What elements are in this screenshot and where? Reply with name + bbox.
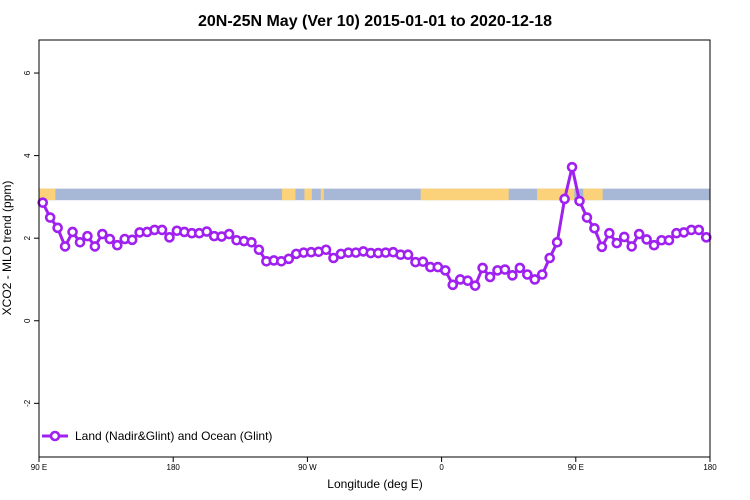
data-point <box>462 275 473 287</box>
data-point <box>104 233 116 245</box>
data-point <box>618 231 630 243</box>
land-ocean-strip <box>39 188 710 201</box>
data-point <box>641 234 652 245</box>
data-point <box>37 197 49 208</box>
data-point <box>507 270 518 281</box>
legend-swatch-marker <box>49 430 61 442</box>
data-point <box>328 252 339 264</box>
ocean-band <box>39 188 710 201</box>
data-point <box>283 253 295 265</box>
data-point <box>596 241 608 253</box>
data-point <box>447 279 459 291</box>
data-point <box>440 265 451 276</box>
data-point <box>514 262 526 274</box>
data-point <box>611 237 623 249</box>
y-tick-label: 0 <box>23 318 32 323</box>
data-point <box>477 262 488 274</box>
data-point <box>52 222 63 234</box>
data-point <box>201 226 213 237</box>
data-point <box>536 269 548 280</box>
data-point <box>111 239 123 251</box>
data-point <box>626 241 638 252</box>
data-point <box>551 237 563 248</box>
data-point <box>522 269 533 280</box>
data-point <box>484 271 496 283</box>
y-tick-label: -2 <box>23 399 32 407</box>
data-point <box>59 241 71 252</box>
data-point <box>89 241 101 252</box>
series-layer <box>37 161 712 291</box>
data-point <box>223 228 235 240</box>
data-point <box>253 244 265 256</box>
data-point <box>581 212 593 223</box>
land-segment <box>304 188 312 201</box>
data-point <box>559 193 570 205</box>
chart-title: 20N-25N May (Ver 10) 2015-01-01 to 2020-… <box>198 13 552 30</box>
x-axis-label: Longitude (deg E) <box>327 477 422 491</box>
data-point <box>246 237 257 248</box>
data-point <box>700 232 712 243</box>
series-line <box>41 165 708 288</box>
data-point <box>82 230 93 242</box>
data-point <box>693 224 705 236</box>
data-point <box>499 264 511 275</box>
land-segment <box>39 188 56 201</box>
data-point <box>417 256 429 268</box>
x-tick-label: 90 E <box>31 463 47 472</box>
data-point <box>529 274 541 285</box>
x-tick-label: 90 W <box>298 463 317 472</box>
data-point <box>402 249 414 260</box>
land-segment <box>583 188 603 201</box>
data-point <box>74 237 86 248</box>
plot-frame <box>38 39 711 458</box>
data-point <box>648 239 660 251</box>
x-tick-label: 90 E <box>568 463 584 472</box>
data-point <box>156 224 168 236</box>
x-tick-label: 180 <box>703 463 717 472</box>
data-point <box>663 234 675 246</box>
data-point <box>633 228 645 240</box>
x-axis: 90 E 180 90 W 0 90 E 180 <box>31 457 717 472</box>
y-tick-label: 6 <box>23 70 32 75</box>
y-axis: -2 0 2 4 6 <box>23 70 39 407</box>
data-point <box>574 195 585 207</box>
data-point <box>566 161 578 173</box>
legend: Land (Nadir&Glint) and Ocean (Glint) <box>42 429 272 443</box>
data-point <box>164 232 175 243</box>
land-segment <box>537 188 575 201</box>
y-axis-label: XCO2 - MLO trend (ppm) <box>0 181 14 316</box>
land-segment <box>320 188 324 201</box>
data-point <box>469 280 481 291</box>
land-segment <box>420 188 509 201</box>
land-segment <box>282 188 296 201</box>
data-point <box>67 226 78 238</box>
data-point <box>126 234 138 246</box>
data-point <box>320 244 332 256</box>
y-tick-label: 2 <box>23 235 32 240</box>
data-point <box>589 222 600 234</box>
legend-label: Land (Nadir&Glint) and Ocean (Glint) <box>75 429 272 443</box>
x-tick-label: 180 <box>167 463 181 472</box>
data-point <box>97 228 108 240</box>
data-point <box>604 227 615 239</box>
y-tick-label: 4 <box>23 153 32 158</box>
data-point <box>44 212 56 223</box>
data-point <box>544 252 556 264</box>
x-tick-label: 0 <box>439 463 444 472</box>
